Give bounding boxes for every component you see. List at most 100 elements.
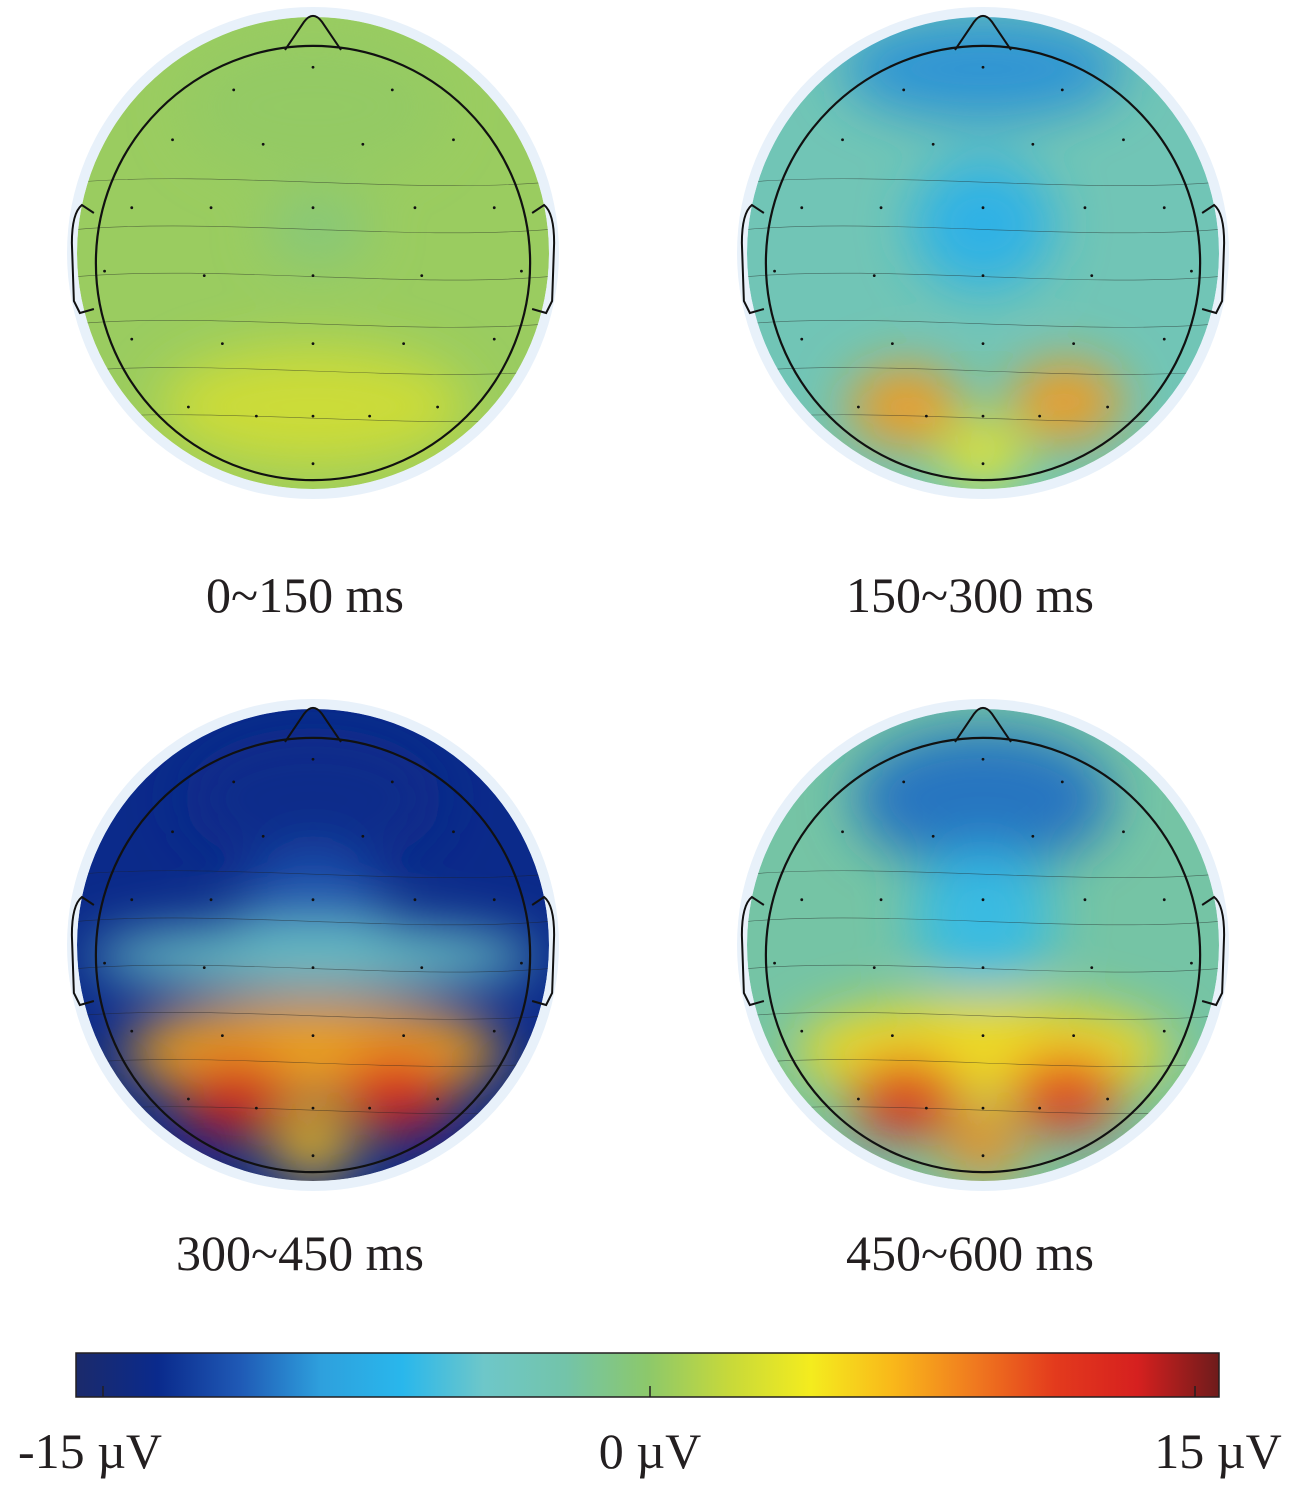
electrode-dot	[402, 342, 406, 346]
colorbar-label-zero: 0 µV	[599, 1423, 701, 1479]
electrode-dot	[402, 1034, 406, 1038]
contour-line	[77, 178, 549, 186]
electrode-dot	[130, 1029, 134, 1033]
head-outline-3	[764, 736, 1202, 1174]
potential-region-occipital-left	[848, 366, 962, 447]
electrode-dot	[841, 138, 844, 142]
electrode-dot	[879, 206, 883, 210]
electrode-dot	[311, 274, 315, 278]
electrode-dot	[368, 1106, 372, 1110]
electrode-dot	[1162, 337, 1166, 341]
contour-line	[747, 178, 1219, 186]
electrode-dot	[311, 206, 315, 210]
electrode-dot	[1060, 780, 1064, 784]
electrode-dot	[220, 342, 224, 346]
electrode-dot	[902, 780, 906, 784]
potential-region-occipital-midline	[940, 1114, 1026, 1177]
electrode-dot	[981, 274, 985, 278]
electrode-dot	[420, 274, 424, 278]
potential-region-central	[912, 158, 1054, 291]
electrode-dot	[1162, 1029, 1166, 1033]
electrode-dot	[311, 414, 315, 418]
electrode-dot	[1090, 966, 1094, 970]
electrode-dot	[1038, 1106, 1042, 1110]
electrode-dot	[452, 830, 455, 834]
electrode-dot	[311, 757, 315, 761]
electrode-dot	[879, 898, 883, 902]
electrode-dot	[311, 898, 315, 902]
electrode-dot	[1060, 88, 1064, 92]
electrode-dot	[773, 269, 776, 273]
electrode-dot	[311, 1154, 315, 1158]
electrode-dot	[311, 1106, 315, 1110]
contour-line	[77, 870, 549, 878]
electrode-dot	[981, 898, 985, 902]
contour-line	[77, 225, 549, 234]
potential-region-occipital	[159, 347, 467, 466]
electrode-dot	[492, 1029, 496, 1033]
electrode-dot	[361, 834, 365, 838]
electrode-dot	[436, 405, 440, 409]
electrode-dot	[413, 206, 417, 210]
electrode-dot	[1072, 342, 1076, 346]
potential-region-temporal	[88, 923, 538, 990]
electrode-dot	[1090, 274, 1094, 278]
electrode-dot	[130, 898, 134, 902]
electrode-dot	[311, 342, 315, 346]
electrode-dot	[452, 138, 455, 142]
panel-label-0: 0~150 ms	[206, 567, 404, 623]
electrode-dot	[261, 834, 265, 838]
nose-icon	[954, 706, 1012, 743]
panel-label-1: 150~300 ms	[846, 567, 1094, 623]
contour-line	[747, 870, 1219, 878]
electrode-dot	[800, 337, 804, 341]
potential-region-occipital-right	[1008, 361, 1123, 442]
potential-region-frontal	[183, 727, 443, 870]
left-ear-icon	[70, 203, 95, 315]
electrode-dot	[924, 414, 928, 418]
electrode-dot	[361, 142, 365, 146]
colorbar-label-min: -15 µV	[18, 1423, 162, 1479]
topomap-1	[737, 7, 1229, 499]
potential-region-occipital-right	[1008, 1053, 1123, 1134]
electrode-dot	[202, 274, 206, 278]
electrode-dot	[368, 414, 372, 418]
electrode-dot	[220, 1034, 224, 1038]
electrode-dot	[311, 65, 315, 69]
electrode-dot	[902, 88, 906, 92]
electrode-dot	[209, 898, 213, 902]
topomap-panels	[67, 7, 1229, 1191]
left-ear-icon	[70, 895, 95, 1007]
electrode-dot	[800, 898, 804, 902]
nose-icon	[284, 706, 342, 743]
electrode-dot	[171, 138, 174, 142]
electrode-dot	[492, 898, 496, 902]
electrode-dot	[311, 1034, 315, 1038]
electrode-dot	[1083, 206, 1087, 210]
electrode-dot	[186, 1097, 190, 1101]
topomap-2	[67, 699, 559, 1191]
contour-line	[77, 917, 549, 926]
electrode-dot	[390, 780, 394, 784]
electrode-dot	[311, 966, 315, 970]
potential-region-occipital-midline	[940, 422, 1026, 485]
electrode-dot	[924, 1106, 928, 1110]
electrode-dot	[254, 414, 258, 418]
electrode-dot	[856, 1097, 860, 1101]
electrode-dot	[232, 780, 236, 784]
potential-region-central	[912, 850, 1054, 983]
head-outline-1	[764, 44, 1202, 482]
electrode-dot	[1106, 405, 1110, 409]
electrode-dot	[171, 830, 174, 834]
electrode-dot	[130, 337, 134, 341]
head-outline-0	[94, 44, 532, 482]
electrode-dot	[1031, 834, 1035, 838]
electrode-dot	[890, 1034, 894, 1038]
electrode-dot	[254, 1106, 258, 1110]
electrode-dot	[981, 1034, 985, 1038]
colorbar-gradient	[75, 1352, 1220, 1398]
electrode-dot	[981, 1154, 985, 1158]
contour-line	[77, 320, 549, 328]
electrode-dot	[841, 830, 844, 834]
